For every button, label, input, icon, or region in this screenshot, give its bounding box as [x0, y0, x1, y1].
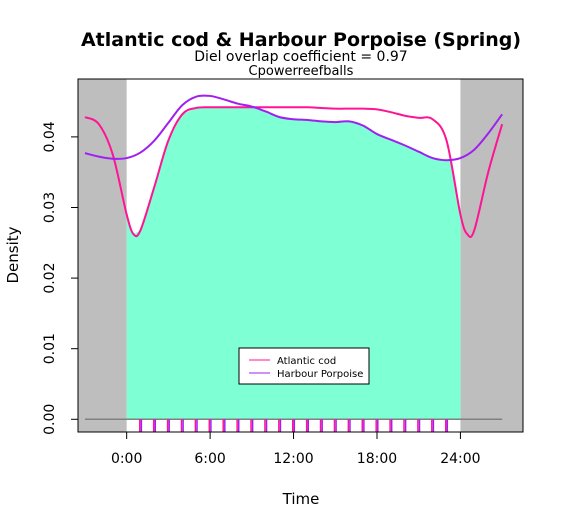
plot-area — [78, 79, 523, 433]
night-shade-region — [78, 79, 127, 432]
y-tick-label: 0.04 — [42, 121, 58, 152]
site-label: Cpowerreefballs — [249, 64, 354, 79]
y-tick-label: 0.01 — [42, 333, 58, 364]
y-tick-label: 0.03 — [42, 192, 58, 223]
chart-title: Atlantic cod & Harbour Porpoise (Spring) — [81, 29, 521, 51]
series-line-harbour-porpoise — [84, 94, 503, 162]
x-tick-label: 12:00 — [273, 451, 313, 467]
chart-subtitle: Diel overlap coefficient = 0.97 — [194, 49, 407, 65]
y-tick-label: 0.02 — [42, 263, 58, 294]
overlap-area — [126, 107, 461, 420]
x-tick-label: 24:00 — [440, 451, 480, 467]
x-tick-label: 6:00 — [194, 451, 225, 467]
x-axis-label: Time — [282, 490, 320, 508]
series-line-atlantic-cod — [84, 106, 504, 239]
chart-legend: Atlantic cod Harbour Porpoise — [238, 347, 370, 385]
y-axis: 0.00 0.01 0.02 0.03 0.04 — [42, 121, 78, 435]
plot-frame — [77, 78, 524, 433]
y-axis-label: Density — [4, 226, 22, 283]
x-axis: 0:00 6:00 12:00 18:00 24:00 — [111, 432, 481, 467]
legend-box — [238, 347, 370, 385]
legend-entry-atlantic-cod: Atlantic cod — [277, 356, 336, 367]
y-tick-label: 0.00 — [42, 404, 58, 435]
x-tick-label: 0:00 — [111, 451, 142, 467]
x-tick-label: 18:00 — [357, 451, 397, 467]
night-shade-region — [460, 79, 523, 432]
legend-entry-harbour-porpoise: Harbour Porpoise — [277, 369, 363, 380]
